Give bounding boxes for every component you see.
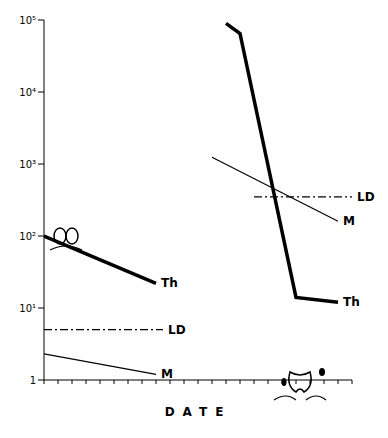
svg-text:10³: 10³ [19, 159, 36, 170]
svg-text:LD: LD [168, 323, 186, 337]
svg-text:M: M [161, 367, 173, 381]
svg-text:1: 1 [30, 375, 36, 386]
svg-text:LD: LD [357, 190, 375, 204]
svg-text:Th: Th [343, 295, 360, 309]
svg-text:Th: Th [161, 276, 178, 290]
svg-text:M: M [343, 214, 355, 228]
svg-text:10⁴: 10⁴ [19, 87, 36, 98]
svg-text:10¹: 10¹ [19, 303, 36, 314]
svg-text:10²: 10² [19, 231, 36, 242]
svg-text:10⁵: 10⁵ [19, 15, 36, 26]
svg-text:DATE: DATE [165, 405, 232, 419]
